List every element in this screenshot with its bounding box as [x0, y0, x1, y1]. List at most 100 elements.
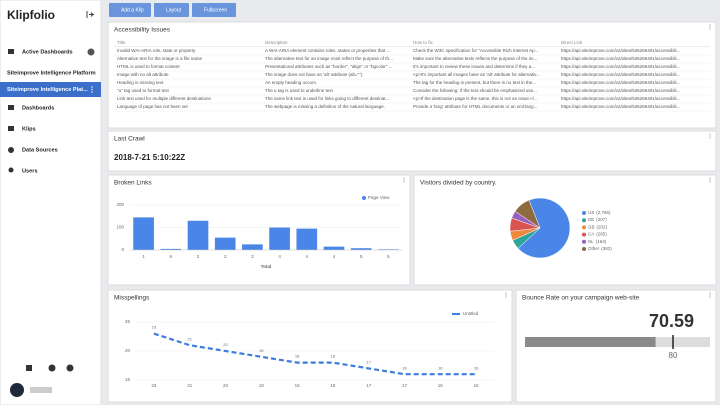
data-label: 17: [366, 359, 371, 364]
menu-dot: [403, 181, 405, 183]
nav-item[interactable]: Data Sources: [22, 147, 58, 153]
table-cell: HTML is used to format content: [117, 64, 180, 69]
gauge-target-label: 80: [669, 351, 678, 360]
legend-value: (202): [597, 225, 608, 230]
menu-dot: [709, 28, 711, 30]
data-label: 20: [223, 342, 228, 347]
bar: [269, 227, 290, 250]
bottom-icon[interactable]: [48, 364, 56, 372]
logo: Klipfolio: [7, 8, 55, 22]
x-tick-label: 4: [306, 254, 309, 259]
bar: [160, 248, 182, 250]
x-tick-label: 2: [197, 254, 200, 259]
dashboard-link[interactable]: Siteimprove Intelligence Plat...: [7, 87, 88, 93]
button-label[interactable]: Add a Klip: [121, 7, 144, 13]
legend-swatch: [582, 247, 586, 251]
column-header: Title: [117, 40, 126, 45]
menu-dot: [91, 86, 93, 88]
y-tick-label: 15: [125, 377, 131, 382]
legend-category: CA: [588, 232, 594, 237]
nav-item[interactable]: Dashboards: [22, 105, 54, 111]
legend-category: Other: [588, 246, 600, 251]
x-tick-label: 23: [151, 383, 157, 388]
column-header: Direct Link: [561, 40, 583, 45]
x-tick-label: 17: [402, 383, 408, 388]
data-label: 21: [187, 336, 192, 341]
menu-dot: [505, 292, 507, 294]
bar: [133, 217, 154, 250]
selected-item[interactable]: [0, 82, 101, 97]
table-cell: https://api.siteimprove.com/v2/sites/535…: [561, 56, 680, 61]
y-tick-label: 200: [116, 202, 124, 207]
avatar[interactable]: [10, 383, 24, 397]
table-cell: https://api.siteimprove.com/v2/sites/535…: [561, 96, 680, 101]
table-cell: The image does not have an 'alt' attribu…: [265, 72, 363, 77]
table-cell: https://api.siteimprove.com/v2/sites/535…: [561, 64, 680, 69]
icon: [8, 126, 14, 131]
legend-category: GB: [588, 225, 595, 230]
nav-item[interactable]: Active Dashboards: [22, 49, 73, 55]
table-cell: The alternative text for an image must r…: [265, 56, 393, 61]
nav-item[interactable]: Klips: [22, 126, 36, 132]
gauge-fill: [525, 337, 656, 347]
toolbar-button[interactable]: [109, 3, 151, 17]
legend-label: Other (382): [588, 246, 612, 251]
toolbar-button[interactable]: [154, 3, 189, 17]
x-tick-label: 18: [295, 383, 301, 388]
legend-swatch: [582, 218, 586, 223]
menu-dot: [505, 296, 507, 298]
bar: [214, 237, 236, 250]
legend-label: CA (285): [588, 232, 607, 237]
y-tick-label: 25: [125, 319, 131, 324]
menu-dot: [709, 26, 711, 28]
add-icon[interactable]: [87, 48, 95, 56]
bottom-icon[interactable]: [26, 365, 32, 371]
table-cell: The tag for the heading is present, but …: [413, 80, 536, 85]
icon: [8, 105, 14, 110]
menu-dot: [709, 179, 711, 181]
user-name-blur: [30, 387, 52, 393]
legend-label: US (2,766): [588, 210, 611, 215]
table-cell: It's important to review these issues an…: [413, 64, 535, 69]
x-tick-label: 17: [366, 383, 372, 388]
nav-item[interactable]: Users: [22, 168, 38, 174]
legend-value: (285): [596, 232, 607, 237]
table-cell: https://api.siteimprove.com/v2/sites/535…: [561, 48, 680, 53]
dashboard-link[interactable]: Siteimprove Intelligence Platform: [7, 70, 96, 76]
legend-category: DE: [588, 217, 594, 222]
x-tick-label: 20: [223, 383, 229, 388]
table-cell: Make sure the alternative texts reflects…: [413, 56, 537, 61]
bottom-icon[interactable]: [66, 364, 74, 372]
panel-title: Broken Links: [114, 180, 152, 187]
table-cell: https://api.siteimprove.com/v2/sites/535…: [561, 80, 680, 85]
last-crawl-value: 2018-7-21 5:10:22Z: [114, 153, 185, 162]
table-cell: Provide a 'lang' attribute for HTML docu…: [413, 104, 537, 109]
data-label: 18: [295, 354, 300, 359]
x-tick-label: 5: [387, 254, 390, 259]
button-label[interactable]: Layout: [166, 7, 182, 13]
line-series: [153, 332, 477, 376]
x-tick-label: 4: [333, 254, 336, 259]
menu-dot: [91, 91, 93, 93]
panel: [107, 130, 717, 172]
collapse-icon[interactable]: [86, 11, 94, 18]
table-cell: The same link text is used for links goi…: [265, 96, 389, 101]
toolbar-button[interactable]: [192, 3, 236, 17]
panel-title: Last Crawl: [114, 136, 145, 143]
panel: [107, 289, 513, 403]
legend-label: DE (207): [588, 217, 607, 222]
panel-title: Bounce Rate on your campaign web-site: [522, 295, 639, 302]
bar: [350, 248, 372, 250]
column-header: Description: [265, 40, 288, 45]
table-cell: https://api.siteimprove.com/v2/sites/535…: [561, 104, 680, 109]
table-cell: Invalid WAI-ARIA role, state or property: [117, 48, 196, 53]
pie-slice: [517, 197, 571, 259]
table-cell: <p>It's important all images have an 'al…: [413, 72, 540, 77]
button-label[interactable]: Fullscreen: [204, 7, 227, 13]
legend-swatch: [362, 196, 366, 200]
y-tick-label: 100: [116, 225, 124, 230]
x-tick-label: 1: [142, 254, 145, 259]
legend-label: Untitled: [463, 311, 479, 316]
x-tick-label: 18: [330, 383, 336, 388]
